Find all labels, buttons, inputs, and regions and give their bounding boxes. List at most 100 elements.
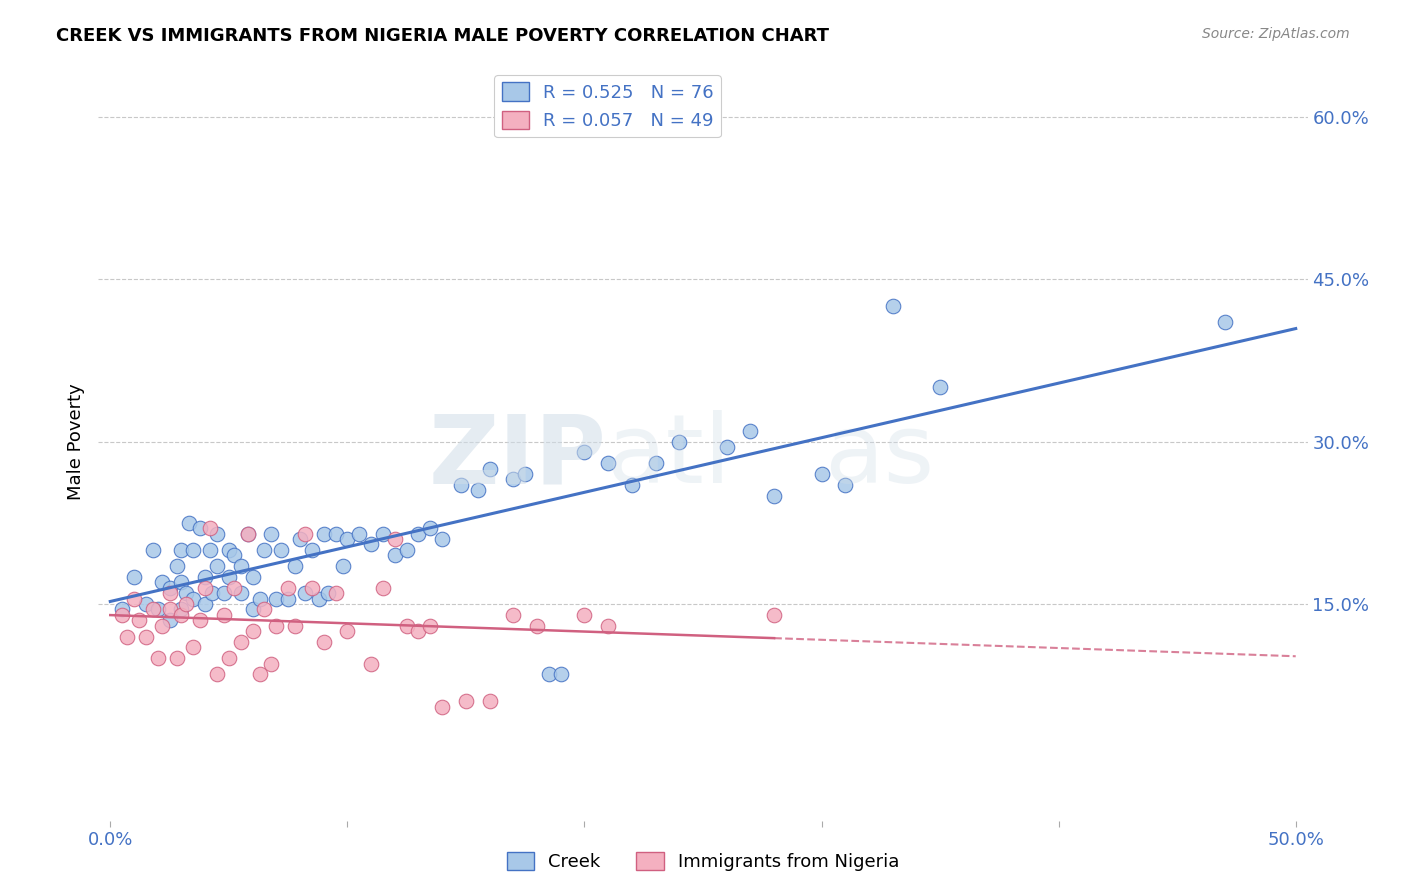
Point	[174, 586, 197, 600]
Point	[432, 699, 454, 714]
Point	[218, 542, 240, 557]
Point	[170, 602, 193, 616]
Point	[146, 602, 169, 616]
Point	[181, 640, 204, 655]
Text: atl: atl	[606, 410, 731, 503]
Point	[478, 694, 501, 708]
Point	[620, 478, 643, 492]
Point	[395, 618, 418, 632]
Point	[152, 618, 174, 632]
Point	[360, 537, 382, 551]
Point	[408, 624, 430, 639]
Point	[740, 424, 762, 438]
Point	[194, 597, 217, 611]
Point	[198, 521, 221, 535]
Point	[478, 461, 501, 475]
Point	[236, 526, 259, 541]
Point	[166, 559, 188, 574]
Point	[371, 526, 394, 541]
Point	[212, 586, 235, 600]
Point	[467, 483, 489, 498]
Point	[882, 299, 904, 313]
Point	[194, 570, 217, 584]
Point	[294, 586, 316, 600]
Point	[170, 542, 193, 557]
Point	[111, 607, 134, 622]
Point	[249, 591, 271, 606]
Point	[205, 559, 228, 574]
Text: as: as	[824, 410, 934, 503]
Point	[166, 651, 188, 665]
Point	[190, 521, 212, 535]
Point	[222, 548, 245, 563]
Point	[716, 440, 738, 454]
Point	[142, 602, 165, 616]
Point	[242, 602, 264, 616]
Point	[170, 607, 193, 622]
Point	[515, 467, 537, 481]
Point	[212, 607, 235, 622]
Point	[454, 694, 477, 708]
Point	[159, 586, 181, 600]
Legend: R = 0.525   N = 76, R = 0.057   N = 49: R = 0.525 N = 76, R = 0.057 N = 49	[495, 75, 721, 137]
Point	[218, 570, 240, 584]
Point	[194, 581, 217, 595]
Point	[450, 478, 472, 492]
Point	[142, 542, 165, 557]
Point	[301, 581, 323, 595]
Point	[229, 586, 252, 600]
Point	[395, 542, 418, 557]
Point	[312, 526, 335, 541]
Point	[146, 651, 169, 665]
Point	[201, 586, 224, 600]
Point	[222, 581, 245, 595]
Point	[198, 542, 221, 557]
Point	[574, 607, 596, 622]
Text: Source: ZipAtlas.com: Source: ZipAtlas.com	[1202, 27, 1350, 41]
Point	[242, 570, 264, 584]
Point	[205, 526, 228, 541]
Point	[242, 624, 264, 639]
Point	[419, 521, 441, 535]
Point	[312, 635, 335, 649]
Point	[384, 532, 406, 546]
Point	[152, 575, 174, 590]
Point	[174, 597, 197, 611]
Point	[135, 597, 157, 611]
Point	[1213, 315, 1236, 329]
Point	[253, 602, 276, 616]
Point	[260, 526, 283, 541]
Point	[526, 618, 548, 632]
Point	[115, 630, 138, 644]
Point	[371, 581, 394, 595]
Point	[170, 575, 193, 590]
Point	[294, 526, 316, 541]
Point	[550, 667, 572, 681]
Point	[284, 559, 307, 574]
Point	[249, 667, 271, 681]
Point	[502, 607, 524, 622]
Point	[308, 591, 330, 606]
Point	[537, 667, 560, 681]
Legend: Creek, Immigrants from Nigeria: Creek, Immigrants from Nigeria	[499, 845, 907, 879]
Point	[277, 591, 299, 606]
Point	[929, 380, 952, 394]
Point	[502, 473, 524, 487]
Point	[347, 526, 370, 541]
Point	[181, 591, 204, 606]
Point	[111, 602, 134, 616]
Point	[135, 630, 157, 644]
Point	[419, 618, 441, 632]
Point	[763, 489, 786, 503]
Point	[574, 445, 596, 459]
Point	[128, 613, 150, 627]
Point	[177, 516, 200, 530]
Point	[218, 651, 240, 665]
Point	[332, 559, 354, 574]
Point	[384, 548, 406, 563]
Point	[264, 618, 287, 632]
Point	[236, 526, 259, 541]
Point	[325, 586, 347, 600]
Point	[260, 657, 283, 671]
Point	[229, 559, 252, 574]
